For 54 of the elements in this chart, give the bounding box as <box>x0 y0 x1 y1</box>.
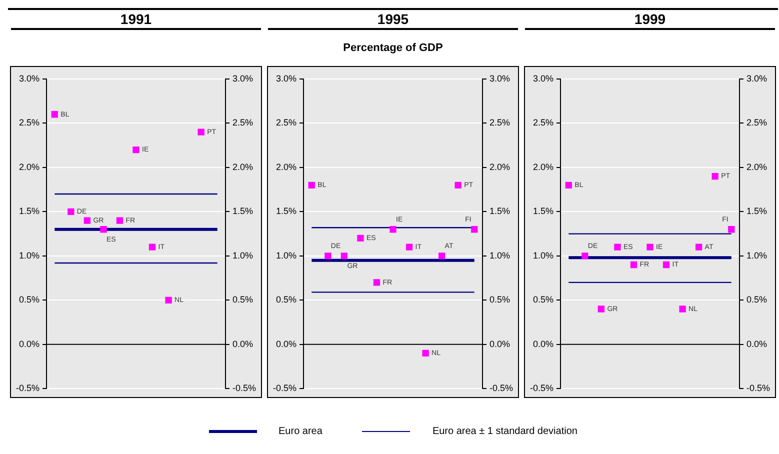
y2-tick-label: 2.0% <box>489 162 510 172</box>
y-tick-label: 2.5% <box>532 118 554 128</box>
y2-tick-label: 0.0% <box>232 338 254 349</box>
y2-tick-label: 3.0% <box>232 73 254 84</box>
y2-tick-label: 2.5% <box>489 118 510 128</box>
y-tick-label: 3.0% <box>18 73 40 84</box>
y-tick-label: 2.5% <box>18 118 40 128</box>
y-tick-label: -0.5% <box>530 383 554 394</box>
y-tick-label: 0.5% <box>18 294 40 305</box>
y2-tick-label: 1.5% <box>232 206 254 216</box>
y-tick-label: 1.5% <box>532 206 554 216</box>
y2-tick-label: 2.0% <box>232 162 254 172</box>
y2-tick-label: 1.0% <box>489 250 510 260</box>
y2-tick-label: 1.5% <box>489 206 510 216</box>
y2-tick-label: 2.5% <box>232 118 254 128</box>
y2-tick-label: 1.0% <box>746 250 768 260</box>
y2-tick-label: -0.5% <box>746 383 770 394</box>
y-tick-label: 1.5% <box>276 206 297 216</box>
y2-tick-label: 1.0% <box>232 250 254 260</box>
y-tick-label: 1.5% <box>18 206 40 216</box>
chart-subtitle: Percentage of GDP <box>343 41 443 56</box>
y-tick-label: 2.0% <box>532 162 554 172</box>
legend-label: Euro area <box>278 426 322 437</box>
y-tick-label: 1.0% <box>276 250 297 260</box>
y-tick-label: -0.5% <box>16 383 40 394</box>
y2-tick-label: 3.0% <box>489 73 510 84</box>
y2-tick-label: 0.5% <box>232 294 254 305</box>
y-tick-label: 0.0% <box>276 338 297 349</box>
y-tick-label: 3.0% <box>532 73 554 84</box>
y2-tick-label: 2.5% <box>746 118 768 128</box>
legend-label: Euro area ± 1 standard deviation <box>432 426 578 437</box>
y-tick-label: 1.0% <box>18 250 40 260</box>
y-tick-label: 0.5% <box>532 294 554 305</box>
y-tick-label: 3.0% <box>276 73 297 84</box>
y-tick-label: -0.5% <box>272 383 297 394</box>
y2-tick-label: 0.0% <box>489 338 510 349</box>
y-tick-label: 0.5% <box>276 294 297 305</box>
y2-tick-label: 3.0% <box>746 73 768 84</box>
y2-tick-label: 0.0% <box>746 338 768 349</box>
chart-title: 1999 <box>525 10 775 30</box>
y2-tick-label: -0.5% <box>232 383 256 394</box>
y2-tick-label: -0.5% <box>489 383 514 394</box>
y-tick-label: 0.0% <box>18 338 40 349</box>
y-tick-label: 2.5% <box>276 118 297 128</box>
y2-tick-label: 1.5% <box>746 206 768 216</box>
y-tick-label: 2.0% <box>18 162 40 172</box>
y-tick-label: 2.0% <box>276 162 297 172</box>
y-tick-label: 1.0% <box>532 250 554 260</box>
y2-tick-label: 0.5% <box>746 294 768 305</box>
chart-title: 1995 <box>268 10 518 30</box>
y-tick-label: 0.0% <box>532 338 554 349</box>
chart-title: 1991 <box>11 10 261 30</box>
y2-tick-label: 2.0% <box>746 162 768 172</box>
y2-tick-label: 0.5% <box>489 294 510 305</box>
